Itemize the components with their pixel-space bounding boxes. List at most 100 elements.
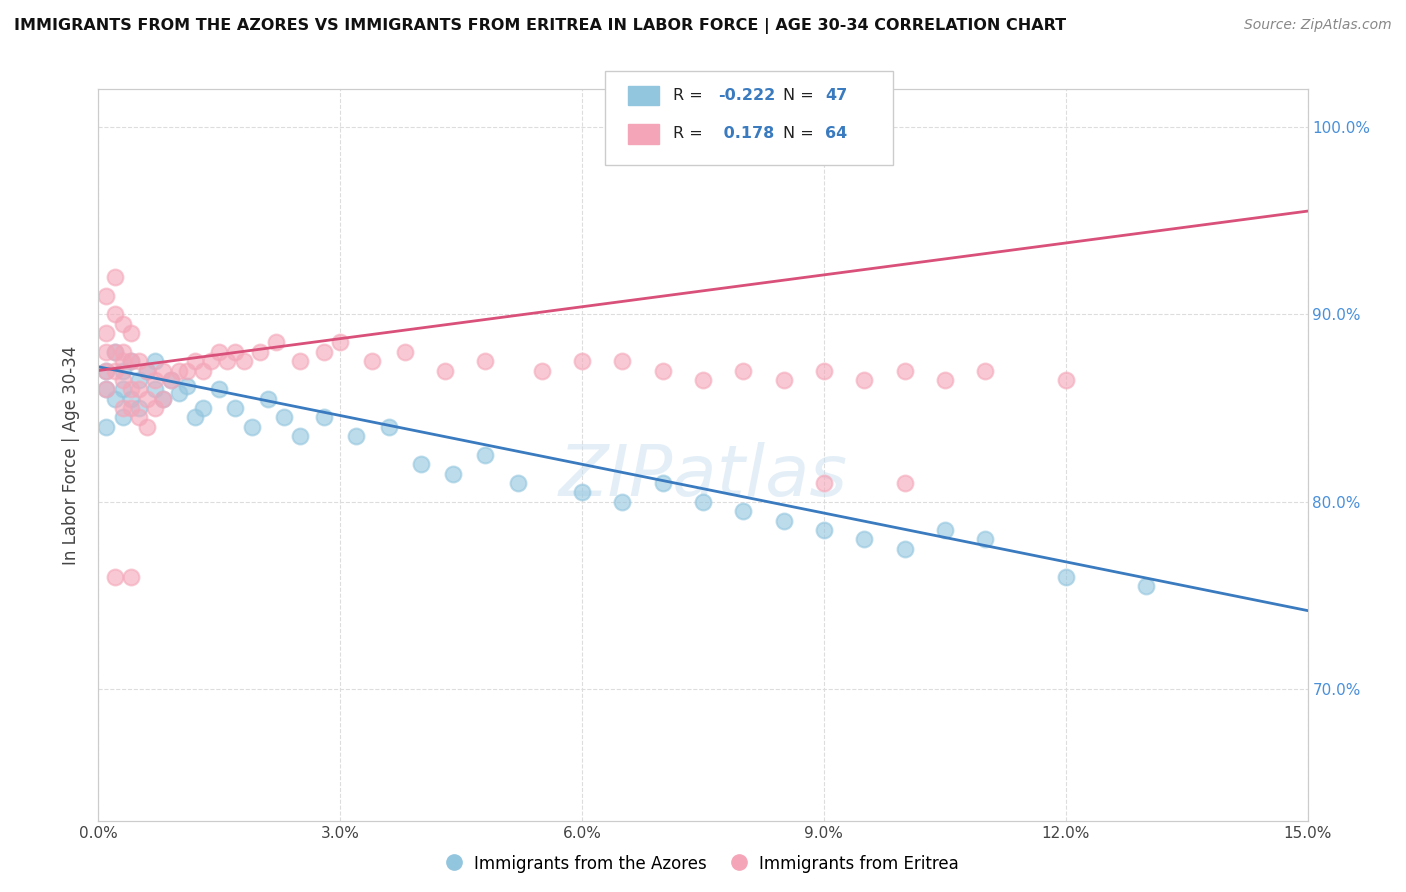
Point <box>200 354 222 368</box>
Point <box>571 485 593 500</box>
Point <box>96 326 118 340</box>
Point <box>111 344 134 359</box>
Point <box>111 382 134 396</box>
Point <box>377 419 399 434</box>
Point <box>853 533 876 547</box>
Point <box>394 344 416 359</box>
Point <box>692 373 714 387</box>
Point <box>193 363 215 377</box>
Point <box>441 467 464 481</box>
Point <box>208 344 231 359</box>
Point <box>96 344 118 359</box>
Point <box>256 392 278 406</box>
Point <box>314 344 336 359</box>
Text: 0.178: 0.178 <box>718 127 775 141</box>
Point <box>120 326 142 340</box>
Point <box>96 363 118 377</box>
Point <box>651 363 673 377</box>
Point <box>1054 373 1077 387</box>
Point <box>208 382 231 396</box>
Point <box>143 354 166 368</box>
Point <box>813 476 835 491</box>
Point <box>135 392 157 406</box>
Point <box>288 354 311 368</box>
Point <box>103 363 125 377</box>
Point <box>96 419 118 434</box>
Point <box>96 288 118 302</box>
Point <box>934 523 956 537</box>
Point <box>120 570 142 584</box>
Point <box>111 354 134 368</box>
Point <box>103 344 125 359</box>
Point <box>853 373 876 387</box>
Point <box>120 401 142 415</box>
Point <box>120 354 142 368</box>
Point <box>571 354 593 368</box>
Point <box>160 373 183 387</box>
Point <box>474 448 496 462</box>
Point <box>111 401 134 415</box>
Text: IMMIGRANTS FROM THE AZORES VS IMMIGRANTS FROM ERITREA IN LABOR FORCE | AGE 30-34: IMMIGRANTS FROM THE AZORES VS IMMIGRANTS… <box>14 18 1066 34</box>
Point <box>329 335 352 350</box>
Point <box>128 373 150 387</box>
Legend: Immigrants from the Azores, Immigrants from Eritrea: Immigrants from the Azores, Immigrants f… <box>441 848 965 880</box>
Point <box>96 382 118 396</box>
Point <box>692 495 714 509</box>
Text: 47: 47 <box>825 88 848 103</box>
Point <box>434 363 457 377</box>
Point <box>152 363 174 377</box>
Text: N =: N = <box>783 127 820 141</box>
Point <box>249 344 271 359</box>
Point <box>152 392 174 406</box>
Point <box>143 373 166 387</box>
Y-axis label: In Labor Force | Age 30-34: In Labor Force | Age 30-34 <box>62 345 80 565</box>
Text: ZIPatlas: ZIPatlas <box>558 442 848 511</box>
Point <box>813 363 835 377</box>
Point <box>273 410 295 425</box>
Point <box>224 344 246 359</box>
Point <box>772 514 794 528</box>
Point <box>176 363 198 377</box>
Point <box>96 382 118 396</box>
Point <box>733 363 755 377</box>
Point <box>772 373 794 387</box>
Point <box>934 373 956 387</box>
Text: N =: N = <box>783 88 820 103</box>
Point <box>184 410 207 425</box>
Point <box>160 373 183 387</box>
Point <box>167 363 190 377</box>
Point <box>152 392 174 406</box>
Point <box>111 317 134 331</box>
Point <box>135 419 157 434</box>
Point <box>103 307 125 321</box>
Point <box>974 533 997 547</box>
Point <box>240 419 263 434</box>
Point <box>651 476 673 491</box>
Point <box>128 410 150 425</box>
Point <box>813 523 835 537</box>
Point <box>1054 570 1077 584</box>
Text: R =: R = <box>673 127 709 141</box>
Point <box>893 476 915 491</box>
Point <box>111 363 134 377</box>
Point <box>264 335 287 350</box>
Point <box>733 504 755 518</box>
Point <box>314 410 336 425</box>
Point <box>120 392 142 406</box>
Point <box>128 382 150 396</box>
Point <box>409 458 432 472</box>
Point <box>288 429 311 443</box>
Point <box>167 386 190 401</box>
Point <box>217 354 239 368</box>
Point <box>96 363 118 377</box>
Point <box>184 354 207 368</box>
Point <box>974 363 997 377</box>
Point <box>1135 579 1157 593</box>
Point <box>612 354 634 368</box>
Point <box>103 392 125 406</box>
Point <box>128 401 150 415</box>
Point <box>893 363 915 377</box>
Point <box>143 382 166 396</box>
Point <box>135 363 157 377</box>
Text: R =: R = <box>673 88 709 103</box>
